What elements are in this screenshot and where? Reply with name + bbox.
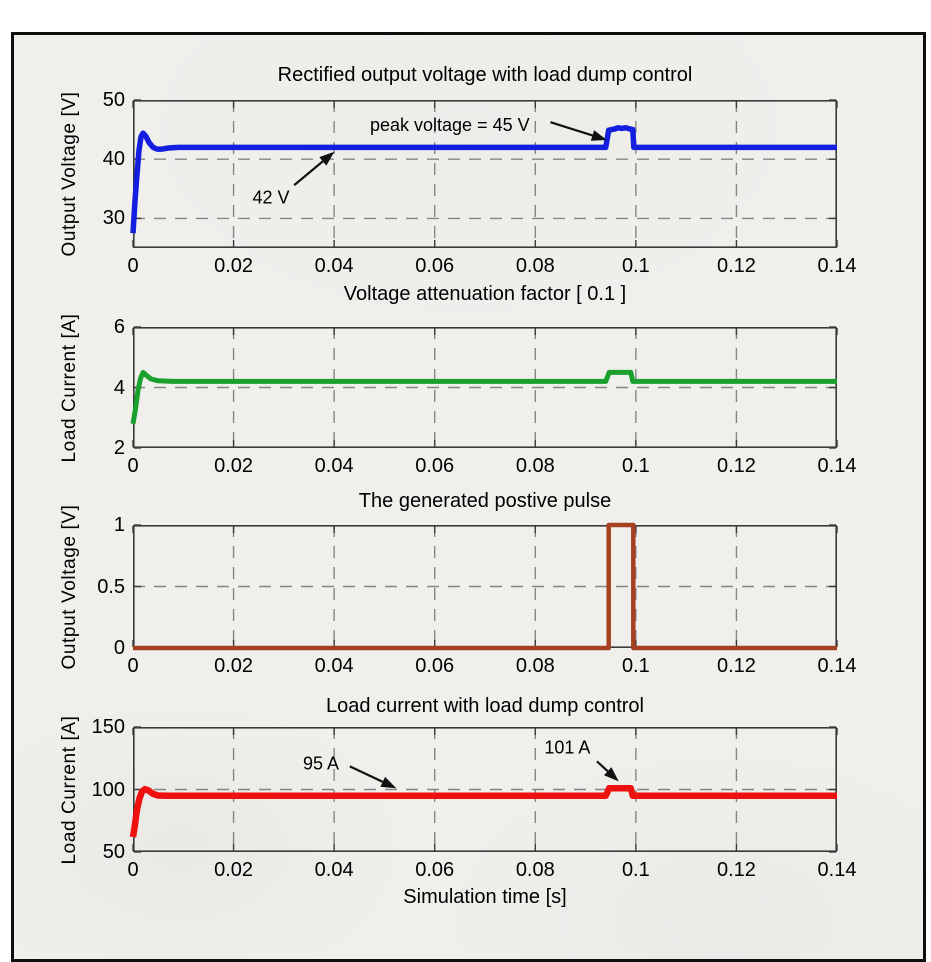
figure-frame [11, 32, 926, 962]
